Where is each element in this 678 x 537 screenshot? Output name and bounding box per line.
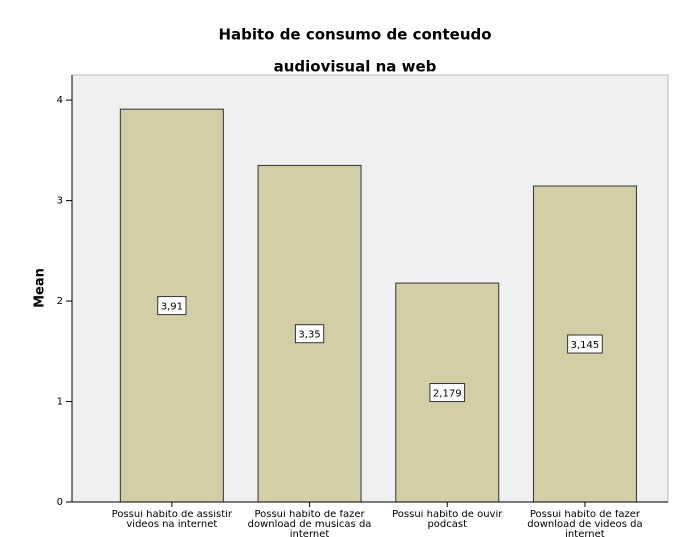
x-tick-label: Possui habito de assistir videos na inte… bbox=[111, 510, 233, 530]
value-label-box bbox=[157, 296, 187, 316]
x-tick-label-box: Possui habito de fazer download de video… bbox=[527, 510, 643, 537]
y-tick-label: 1 bbox=[57, 397, 63, 408]
value-label-box bbox=[429, 383, 466, 403]
value-label: 3,145 bbox=[571, 340, 600, 351]
x-tick-label-box: Possui habito de fazer download de music… bbox=[247, 510, 372, 537]
chart-title: Habito de consumo de conteudo bbox=[218, 26, 491, 44]
x-tick-label: Possui habito de ouvir podcast bbox=[392, 510, 503, 530]
x-tick-label-box: Possui habito de assistir videos na inte… bbox=[111, 510, 233, 530]
value-label: 2,179 bbox=[433, 389, 462, 400]
y-tick-label: 2 bbox=[57, 296, 63, 307]
value-label-box bbox=[567, 334, 603, 354]
value-label-box bbox=[294, 324, 325, 344]
y-tick-label: 4 bbox=[57, 95, 63, 106]
value-label: 3,35 bbox=[298, 330, 320, 341]
x-tick-label-box: Possui habito de ouvir podcast bbox=[392, 510, 503, 530]
chart-title: audiovisual na web bbox=[274, 58, 437, 76]
x-tick-label: Possui habito de fazer download de music… bbox=[247, 510, 372, 537]
value-label: 3,91 bbox=[161, 302, 183, 313]
y-axis-label: Mean bbox=[33, 268, 48, 308]
y-tick-label: 3 bbox=[57, 196, 63, 207]
y-tick-label: 0 bbox=[57, 497, 63, 508]
x-tick-label: Possui habito de fazer download de video… bbox=[527, 510, 643, 537]
